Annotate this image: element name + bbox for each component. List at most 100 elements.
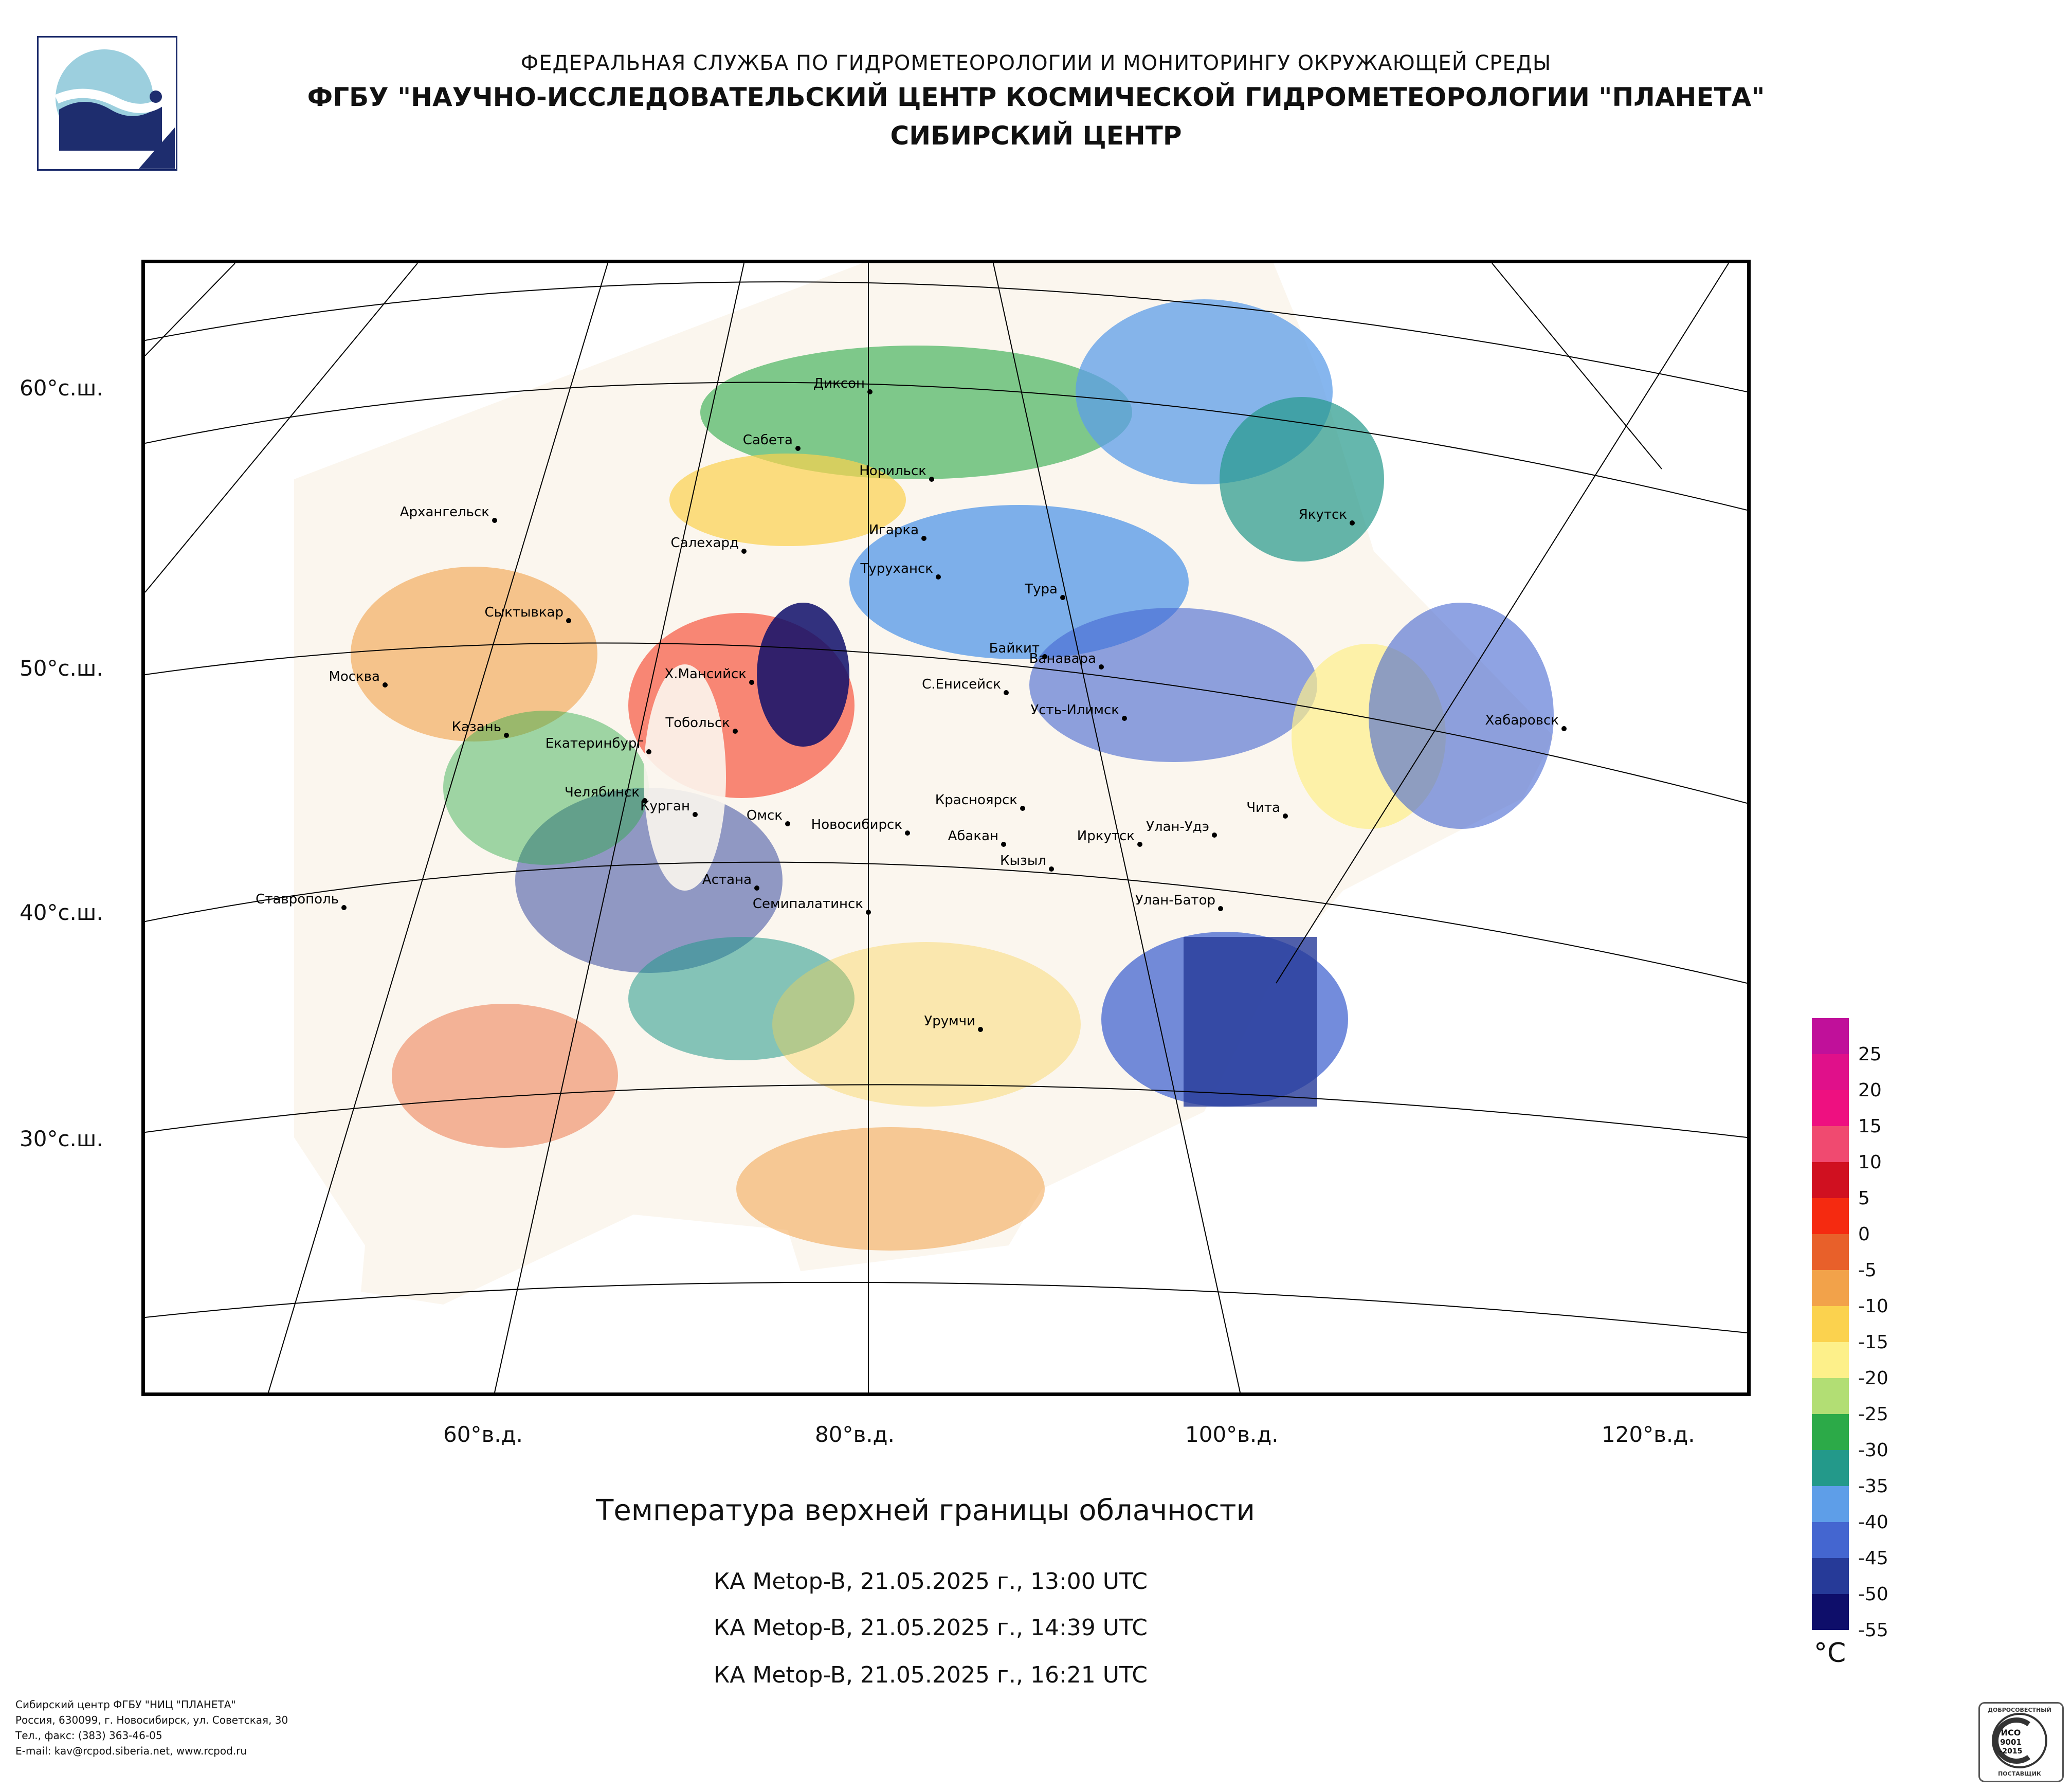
svg-text:Тура: Тура bbox=[1024, 582, 1058, 597]
svg-text:Хабаровск: Хабаровск bbox=[1485, 713, 1559, 728]
svg-text:Екатеринбург: Екатеринбург bbox=[546, 736, 644, 751]
legend-swatch bbox=[1812, 1306, 1849, 1342]
header-agency: ФЕДЕРАЛЬНАЯ СЛУЖБА ПО ГИДРОМЕТЕОРОЛОГИИ … bbox=[520, 51, 1552, 75]
svg-text:9001: 9001 bbox=[2000, 1738, 2022, 1747]
city-stavropol: Ставрополь bbox=[256, 892, 347, 910]
legend-label: 10 bbox=[1858, 1152, 1882, 1173]
city-norilsk: Норильск bbox=[859, 463, 934, 482]
legend-label: -10 bbox=[1858, 1296, 1888, 1317]
header-center: СИБИРСКИЙ ЦЕНТР bbox=[890, 121, 1182, 151]
city-omsk: Омск bbox=[747, 808, 790, 826]
svg-text:С.Енисейск: С.Енисейск bbox=[922, 677, 1001, 692]
city-salekhard: Салехард bbox=[670, 535, 747, 554]
svg-text:Москва: Москва bbox=[329, 669, 380, 684]
pass-2: КА Metop-B, 21.05.2025 г., 14:39 UTC bbox=[714, 1615, 1148, 1641]
legend-label: -50 bbox=[1858, 1584, 1888, 1605]
svg-text:ПОСТАВЩИК: ПОСТАВЩИК bbox=[1998, 1770, 2041, 1777]
lat-label-30: 30°с.ш. bbox=[20, 1126, 103, 1151]
svg-text:Сыктывкар: Сыктывкар bbox=[484, 605, 564, 620]
header-organization: ФГБУ "НАУЧНО-ИССЛЕДОВАТЕЛЬСКИЙ ЦЕНТР КОС… bbox=[307, 82, 1765, 112]
city-abakan: Абакан bbox=[948, 828, 1006, 847]
svg-text:Урумчи: Урумчи bbox=[924, 1014, 975, 1029]
svg-text:Норильск: Норильск bbox=[859, 463, 926, 479]
legend-swatch bbox=[1812, 1090, 1849, 1126]
city-irkutsk: Иркутск bbox=[1077, 828, 1142, 847]
footer-phone: Тел., факс: (383) 363-46-05 bbox=[15, 1729, 162, 1742]
legend-swatch bbox=[1812, 1414, 1849, 1450]
cloud-top-temperature-map: Диксон Сабета Норильск Архангельск Салех… bbox=[141, 260, 1751, 1396]
legend-swatch bbox=[1812, 1018, 1849, 1054]
footer-email: E-mail: kav@rcpod.siberia.net, www.rcpod… bbox=[15, 1745, 247, 1757]
city-tobolsk: Тобольск bbox=[665, 715, 738, 734]
svg-text:Кызыл: Кызыл bbox=[1000, 853, 1046, 869]
footer-address: Россия, 630099, г. Новосибирск, ул. Сове… bbox=[15, 1714, 288, 1726]
legend-label: 0 bbox=[1858, 1224, 1870, 1245]
legend-label: -55 bbox=[1858, 1620, 1888, 1641]
graticule bbox=[145, 263, 1747, 1392]
city-vanavara: Ванавара bbox=[1029, 651, 1104, 670]
pass-3: КА Metop-B, 21.05.2025 г., 16:21 UTC bbox=[714, 1662, 1148, 1688]
legend-label: -40 bbox=[1858, 1512, 1888, 1533]
city-novosibirsk: Новосибирск bbox=[811, 817, 910, 836]
legend-label: -30 bbox=[1858, 1440, 1888, 1461]
city-turukhansk: Туруханск bbox=[860, 561, 941, 580]
svg-text:Семипалатинск: Семипалатинск bbox=[753, 896, 863, 912]
svg-text:Челябинск: Челябинск bbox=[565, 785, 640, 800]
city-khabarovsk: Хабаровск bbox=[1485, 713, 1567, 731]
city-ust-ilimsk: Усть-Илимск bbox=[1030, 702, 1127, 721]
svg-text:Диксон: Диксон bbox=[813, 376, 865, 391]
city-chita: Чита bbox=[1246, 800, 1288, 819]
legend-swatch bbox=[1812, 1198, 1849, 1234]
legend-swatch bbox=[1812, 1486, 1849, 1522]
lon-label-100: 100°в.д. bbox=[1185, 1422, 1279, 1447]
legend-swatch bbox=[1812, 1558, 1849, 1594]
legend-swatch bbox=[1812, 1594, 1849, 1630]
city-krasnoyarsk: Красноярск bbox=[935, 792, 1025, 811]
legend-label: 25 bbox=[1858, 1044, 1882, 1065]
legend-swatch bbox=[1812, 1522, 1849, 1558]
city-semipalatinsk: Семипалатинск bbox=[753, 896, 871, 915]
legend-swatch bbox=[1812, 1054, 1849, 1090]
svg-text:Сабета: Сабета bbox=[743, 432, 793, 448]
lon-label-60: 60°в.д. bbox=[443, 1422, 523, 1447]
legend-label: 5 bbox=[1858, 1188, 1870, 1209]
svg-text:Улан-Батор: Улан-Батор bbox=[1135, 893, 1215, 908]
pass-1: КА Metop-B, 21.05.2025 г., 13:00 UTC bbox=[714, 1568, 1148, 1595]
legend-swatch bbox=[1812, 1126, 1849, 1162]
svg-text:Чита: Чита bbox=[1246, 800, 1280, 816]
city-kurgan: Курган bbox=[640, 799, 698, 817]
legend-swatch bbox=[1812, 1450, 1849, 1486]
svg-text:Байкит: Байкит bbox=[989, 641, 1040, 656]
svg-text:Ванавара: Ванавара bbox=[1029, 651, 1096, 666]
lat-label-40: 40°с.ш. bbox=[20, 900, 103, 925]
svg-text:Туруханск: Туруханск bbox=[860, 561, 933, 576]
lat-label-60: 60°с.ш. bbox=[20, 375, 103, 401]
svg-text:Новосибирск: Новосибирск bbox=[811, 817, 902, 833]
svg-text:Казань: Казань bbox=[452, 719, 501, 735]
planeta-logo bbox=[37, 36, 177, 171]
svg-text:Якутск: Якутск bbox=[1299, 507, 1347, 522]
legend-label: -5 bbox=[1858, 1260, 1877, 1281]
svg-text:Абакан: Абакан bbox=[948, 828, 998, 844]
legend-label: -15 bbox=[1858, 1332, 1888, 1353]
legend-label: -35 bbox=[1858, 1476, 1888, 1497]
city-chelyabinsk: Челябинск bbox=[565, 785, 647, 803]
city-urumchi: Урумчи bbox=[924, 1014, 983, 1032]
legend-label: -45 bbox=[1858, 1548, 1888, 1569]
city-kazan: Казань bbox=[452, 719, 509, 738]
svg-text:Красноярск: Красноярск bbox=[935, 792, 1017, 808]
map-title: Температура верхней границы облачности bbox=[596, 1494, 1255, 1527]
footer-org: Сибирский центр ФГБУ "НИЦ "ПЛАНЕТА" bbox=[15, 1698, 236, 1711]
svg-text:Архангельск: Архангельск bbox=[400, 504, 489, 520]
lon-label-120: 120°в.д. bbox=[1602, 1422, 1695, 1447]
cloud-patches bbox=[351, 299, 1554, 1251]
svg-text:Омск: Омск bbox=[747, 808, 783, 823]
legend-label: -20 bbox=[1858, 1368, 1888, 1389]
lat-label-50: 50°с.ш. bbox=[20, 656, 103, 681]
svg-text:Иркутск: Иркутск bbox=[1077, 828, 1135, 844]
legend-unit: °C bbox=[1814, 1638, 1846, 1669]
legend-swatch bbox=[1812, 1342, 1849, 1378]
svg-text:Игарка: Игарка bbox=[869, 522, 919, 538]
city-ulan-bator: Улан-Батор bbox=[1135, 893, 1223, 911]
legend-swatch bbox=[1812, 1162, 1849, 1198]
